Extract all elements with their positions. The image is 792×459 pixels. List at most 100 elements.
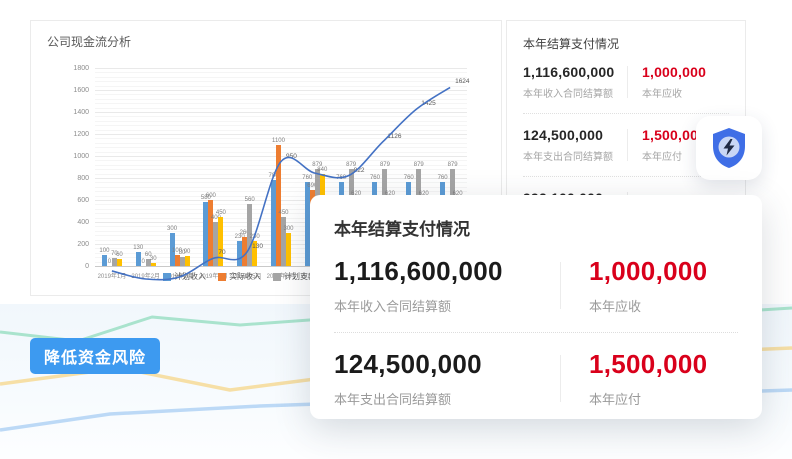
y-axis-tick: 1200 [73, 131, 89, 138]
gridline-minor [95, 160, 467, 162]
y-axis-tick: 0 [85, 263, 89, 270]
gridline-minor [95, 164, 467, 166]
y-axis-tick: 1000 [73, 153, 89, 160]
gridline-minor [95, 169, 467, 171]
bar-value-label: 450 [215, 209, 226, 216]
income-settlement-value: 1,116,600,000 [523, 64, 615, 80]
risk-shield-badge[interactable] [696, 116, 762, 180]
gridline-minor [95, 98, 467, 100]
payable-label: 本年应付 [642, 152, 682, 163]
payable-value: 1,500,000 [642, 127, 707, 143]
income-settlement-label: 本年收入合同结算额 [523, 89, 613, 100]
shield-icon [713, 128, 745, 168]
column-divider [560, 262, 561, 309]
risk-tag-button[interactable]: 降低资金风险 [30, 338, 161, 374]
bar-value-label: 300 [167, 226, 178, 232]
bar-value-label: 60 [116, 252, 123, 259]
bar-value-label: 879 [447, 162, 458, 169]
column-divider [627, 66, 628, 98]
bar-value-label: 30 [149, 255, 157, 262]
gridline-major [95, 68, 467, 69]
bar-value-label: 1100 [272, 138, 285, 144]
bar-value-label: 760 [403, 175, 414, 182]
bar-value-label: 600 [205, 193, 216, 199]
line-value-label: 1126 [387, 133, 402, 141]
gridline-minor [95, 76, 467, 78]
detail-income-settlement-label: 本年收入合同结算额 [334, 299, 452, 314]
legend-label: 实际收入 [229, 272, 261, 281]
legend-item-计划收入[interactable]: 计划收入 [163, 271, 206, 282]
risk-tag-label: 降低资金风险 [44, 350, 147, 367]
gridline-minor [95, 94, 467, 96]
bar-value-label: 100 [99, 248, 110, 254]
y-axis-tick: 800 [77, 175, 89, 182]
line-value-label: 1624 [455, 78, 470, 86]
bar-value-label: 760 [336, 175, 347, 182]
dotted-separator [523, 176, 729, 177]
gridline-minor [95, 125, 467, 127]
bar-value-label: 760 [369, 175, 380, 182]
detail-receivable-value: 1,000,000 [589, 256, 708, 286]
bar-value-label: 840 [317, 166, 328, 173]
summary-row-income: 1,116,600,000 本年收入合同结算额 1,000,000 本年应收 [523, 64, 729, 100]
detail-row-income: 1,116,600,000 本年收入合同结算额 1,000,000 本年应收 [334, 256, 738, 315]
gridline-minor [95, 129, 467, 131]
gridline-minor [95, 116, 467, 118]
detail-row-expense: 124,500,000 本年支出合同结算额 1,500,000 本年应付 [334, 349, 738, 408]
detail-card-title: 本年结算支付情况 [334, 220, 470, 239]
bar-实际支出 [116, 259, 122, 266]
line-value-label: 822 [353, 166, 365, 174]
line-value-label: 130 [252, 242, 264, 250]
gridline-minor [95, 81, 467, 83]
detail-receivable-label: 本年应收 [589, 299, 642, 314]
bar-value-label: 450 [278, 209, 289, 216]
summary-row-expense: 124,500,000 本年支出合同结算额 1,500,000 本年应付 [523, 127, 729, 163]
gridline-major [95, 112, 467, 113]
dotted-separator [334, 332, 738, 333]
y-axis-tick: 400 [77, 219, 89, 226]
bar-value-label: 620 [452, 190, 463, 197]
gridline-minor [95, 103, 467, 105]
bar-value-label: 300 [283, 226, 294, 232]
line-value-label: 70 [218, 249, 226, 257]
column-divider [627, 129, 628, 161]
chart-title: 公司现金流分析 [47, 35, 132, 49]
y-axis-tick: 200 [77, 241, 89, 248]
gridline-minor [95, 147, 467, 149]
gridline-minor [95, 107, 467, 109]
gridline-minor [95, 72, 467, 74]
detail-income-settlement-value: 1,116,600,000 [334, 256, 503, 286]
bar-实际支出 [218, 216, 224, 266]
y-axis-tick: 1600 [73, 87, 89, 94]
summary-panel-title: 本年结算支付情况 [523, 37, 620, 51]
line-value-label: 1425 [421, 100, 436, 108]
detail-expense-settlement-label: 本年支出合同结算额 [334, 392, 452, 407]
bar-value-label: 760 [437, 175, 448, 182]
gridline-major [95, 90, 467, 91]
legend-swatch [218, 272, 226, 281]
legend-item-实际收入[interactable]: 实际收入 [218, 271, 261, 282]
bar-计划收入 [101, 255, 107, 266]
detail-payable-value: 1,500,000 [589, 349, 708, 379]
bar-实际支出 [286, 233, 291, 266]
bar-计划收入 [135, 251, 141, 266]
settlement-detail-card: 本年结算支付情况 1,116,600,000 本年收入合同结算额 1,000,0… [310, 195, 762, 419]
bar-value-label: 879 [413, 162, 424, 169]
detail-expense-settlement-value: 124,500,000 [334, 349, 482, 379]
bar-value-label: 879 [379, 162, 390, 169]
gridline-major [95, 134, 467, 135]
gridline-minor [95, 120, 467, 122]
receivable-label: 本年应收 [642, 89, 682, 100]
bar-实际支出 [184, 256, 190, 266]
bar-value-label: 90 [183, 249, 191, 256]
lightning-icon [723, 139, 735, 156]
expense-settlement-value: 124,500,000 [523, 127, 604, 143]
legend-swatch [273, 272, 281, 281]
y-axis-tick: 1400 [73, 109, 89, 116]
expense-settlement-label: 本年支出合同结算额 [523, 152, 613, 163]
bar-value-label: 230 [249, 233, 260, 240]
y-axis-tick: 600 [77, 197, 89, 204]
bar-value-label: 0 [107, 259, 112, 265]
gridline-minor [95, 151, 467, 153]
